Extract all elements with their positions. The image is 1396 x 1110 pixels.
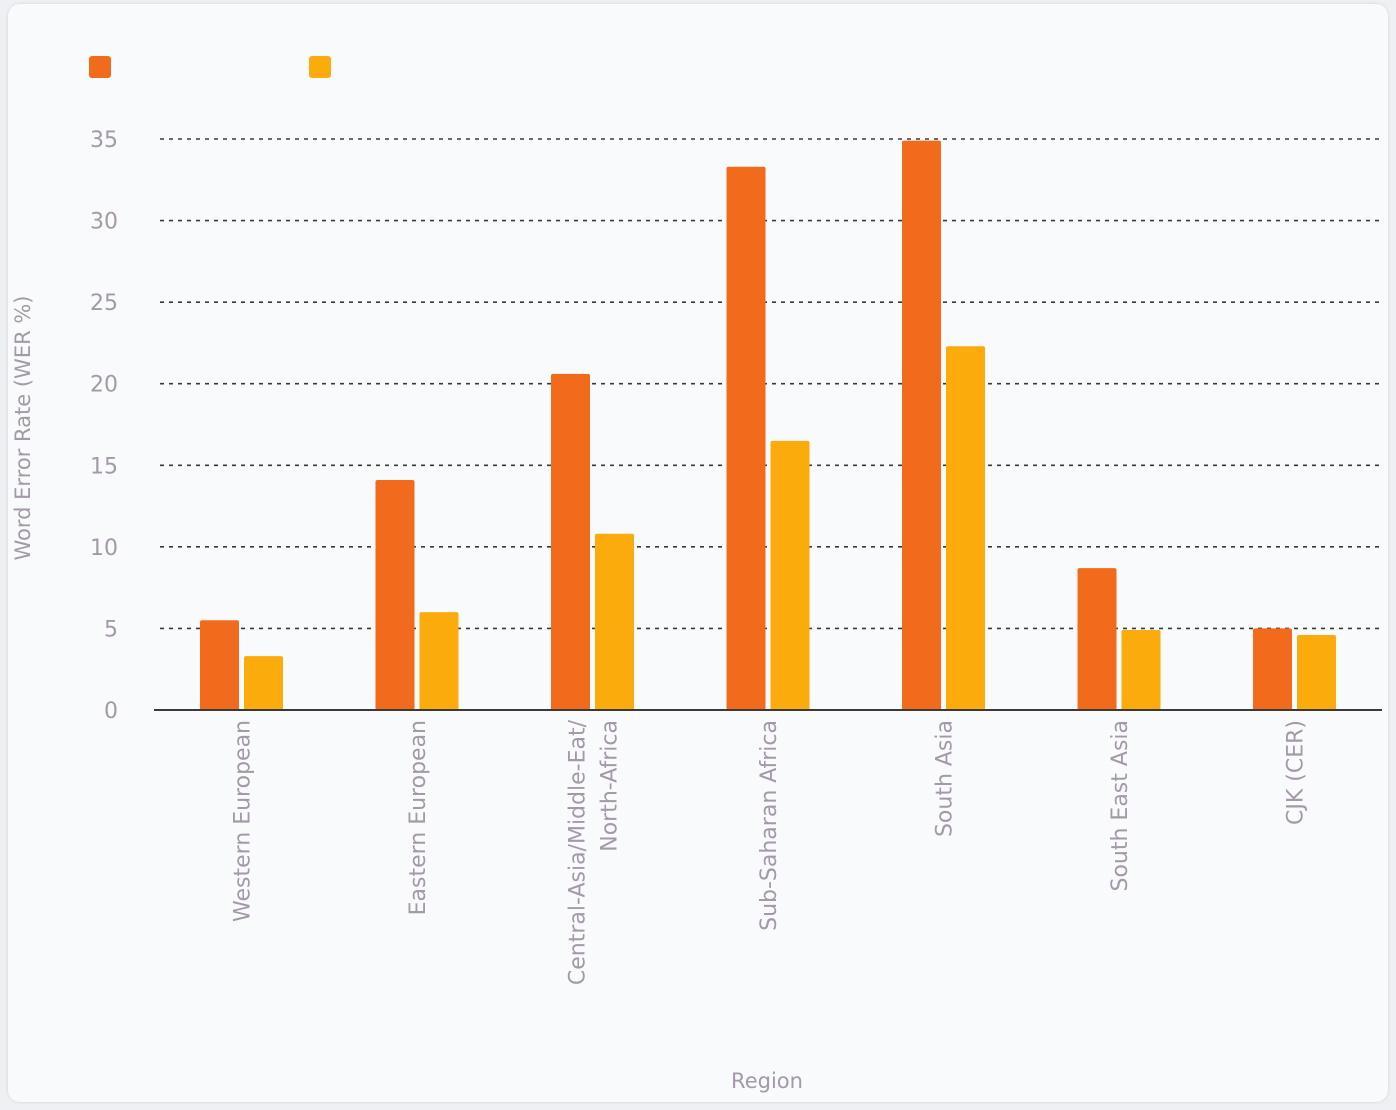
bar-2-6 (1121, 630, 1161, 710)
chart-card (8, 4, 1388, 1102)
svg-text:Central-Asia/Middle-Eat/North-: Central-Asia/Middle-Eat/North-Africa (566, 719, 623, 985)
y-tick-label: 10 (90, 536, 118, 561)
bars (200, 140, 1336, 711)
bar-2-4 (770, 440, 810, 710)
x-category-label: Eastern European (406, 720, 431, 915)
svg-text:CJK (CER): CJK (CER) (1284, 720, 1309, 825)
bar-1-5 (902, 140, 941, 711)
bar-1-4 (726, 166, 766, 711)
y-tick-label: 0 (104, 699, 118, 724)
y-tick-label: 35 (90, 128, 118, 153)
y-axis-ticks: 0 5 10 15 20 25 30 35 (90, 128, 118, 724)
bar-2-7 (1297, 634, 1336, 710)
legend-swatch-series-1 (89, 56, 111, 78)
x-category-label: South East Asia (1108, 720, 1133, 892)
bar-2-1 (244, 656, 283, 710)
svg-text:Western European: Western European (231, 720, 256, 922)
x-axis-title: Region (731, 1069, 803, 1093)
gridlines (160, 138, 1382, 630)
bar-2-2 (419, 612, 459, 710)
bar-2-5 (946, 346, 985, 710)
svg-text:South East Asia: South East Asia (1108, 720, 1133, 892)
bar-1-7 (1253, 628, 1292, 710)
bar-2-3 (595, 533, 634, 710)
x-category-label: Sub-Saharan Africa (757, 720, 782, 931)
bar-1-3 (551, 373, 590, 710)
bar-1-1 (200, 620, 239, 710)
x-axis-category-labels: Western European Eastern European Central-… (231, 719, 1309, 985)
svg-text:South Asia: South Asia (933, 720, 958, 837)
x-category-label: Central-Asia/Middle-Eat/North-Africa (566, 719, 623, 985)
legend-swatch-series-2 (309, 56, 331, 78)
y-tick-label: 5 (104, 617, 118, 642)
y-axis-title: Word Error Rate (WER %) (11, 296, 35, 561)
y-tick-label: 30 (90, 210, 118, 235)
bar-1-6 (1077, 568, 1117, 710)
x-category-label: CJK (CER) (1284, 720, 1309, 825)
y-tick-label: 20 (90, 373, 118, 398)
bar-1-2 (375, 479, 415, 710)
svg-text:Sub-Saharan Africa: Sub-Saharan Africa (757, 720, 782, 931)
x-category-label: Western European (231, 720, 256, 922)
y-tick-label: 25 (90, 291, 118, 316)
y-tick-label: 15 (90, 454, 118, 479)
svg-text:Eastern European: Eastern European (406, 720, 431, 915)
x-category-label: South Asia (933, 720, 958, 837)
